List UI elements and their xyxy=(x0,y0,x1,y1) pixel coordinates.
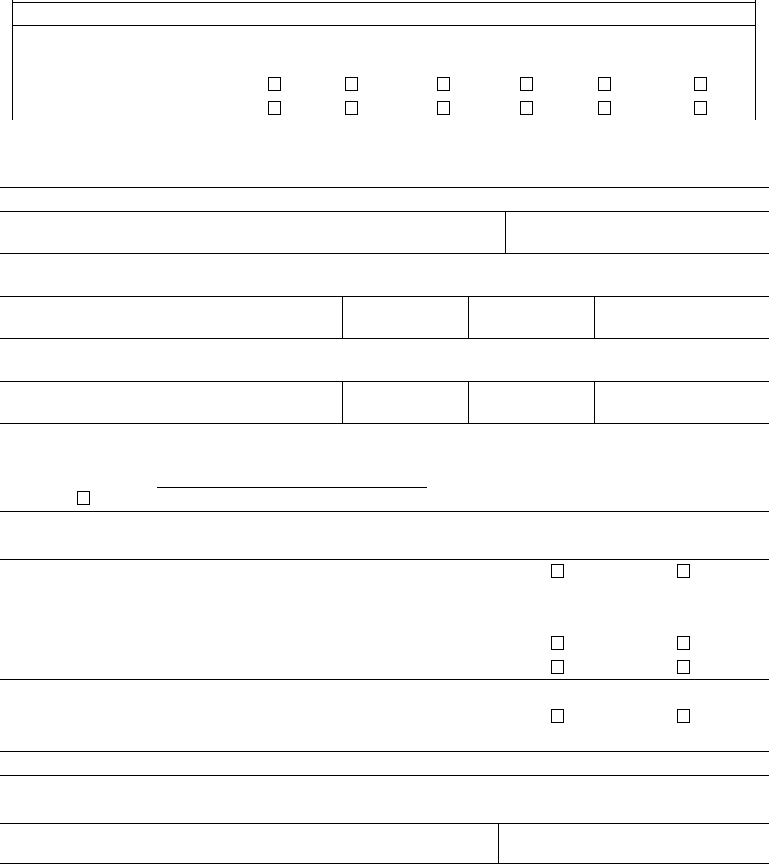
row-divider xyxy=(0,423,769,424)
checkbox[interactable] xyxy=(437,101,450,115)
top-box-header-divider xyxy=(12,25,755,26)
checkbox[interactable] xyxy=(77,491,90,505)
row-divider xyxy=(0,381,769,382)
row-divider xyxy=(0,253,769,254)
checkbox[interactable] xyxy=(437,77,450,91)
checkbox[interactable] xyxy=(268,77,281,91)
checkbox[interactable] xyxy=(551,564,564,578)
field-divider xyxy=(594,381,595,423)
checkbox[interactable] xyxy=(677,709,690,723)
checkbox[interactable] xyxy=(677,660,690,674)
field-divider xyxy=(498,823,499,863)
field-divider xyxy=(342,296,343,338)
top-box-top-border xyxy=(12,2,755,3)
checkbox[interactable] xyxy=(520,101,533,115)
row-divider xyxy=(0,823,769,824)
top-box-right-border xyxy=(755,0,756,120)
row-divider xyxy=(0,775,769,776)
row-divider xyxy=(0,511,769,512)
field-divider xyxy=(468,381,469,423)
fill-in-underline[interactable] xyxy=(157,487,427,488)
row-divider xyxy=(0,211,769,212)
checkbox[interactable] xyxy=(551,709,564,723)
checkbox[interactable] xyxy=(598,77,611,91)
checkbox[interactable] xyxy=(598,101,611,115)
row-divider xyxy=(0,863,769,864)
row-divider xyxy=(0,751,769,752)
checkbox[interactable] xyxy=(268,101,281,115)
field-divider xyxy=(342,381,343,423)
field-divider xyxy=(505,211,506,253)
checkbox[interactable] xyxy=(677,636,690,650)
row-divider xyxy=(0,559,769,560)
checkbox[interactable] xyxy=(345,77,358,91)
checkbox[interactable] xyxy=(520,77,533,91)
row-divider xyxy=(0,296,769,297)
checkbox[interactable] xyxy=(694,77,707,91)
row-divider xyxy=(0,679,769,680)
checkbox[interactable] xyxy=(677,564,690,578)
top-box-left-border xyxy=(12,0,13,120)
checkbox[interactable] xyxy=(345,101,358,115)
checkbox[interactable] xyxy=(551,636,564,650)
checkbox[interactable] xyxy=(694,101,707,115)
checkbox[interactable] xyxy=(551,660,564,674)
field-divider xyxy=(594,296,595,338)
field-divider xyxy=(468,296,469,338)
row-divider xyxy=(0,187,769,188)
row-divider xyxy=(0,338,769,339)
